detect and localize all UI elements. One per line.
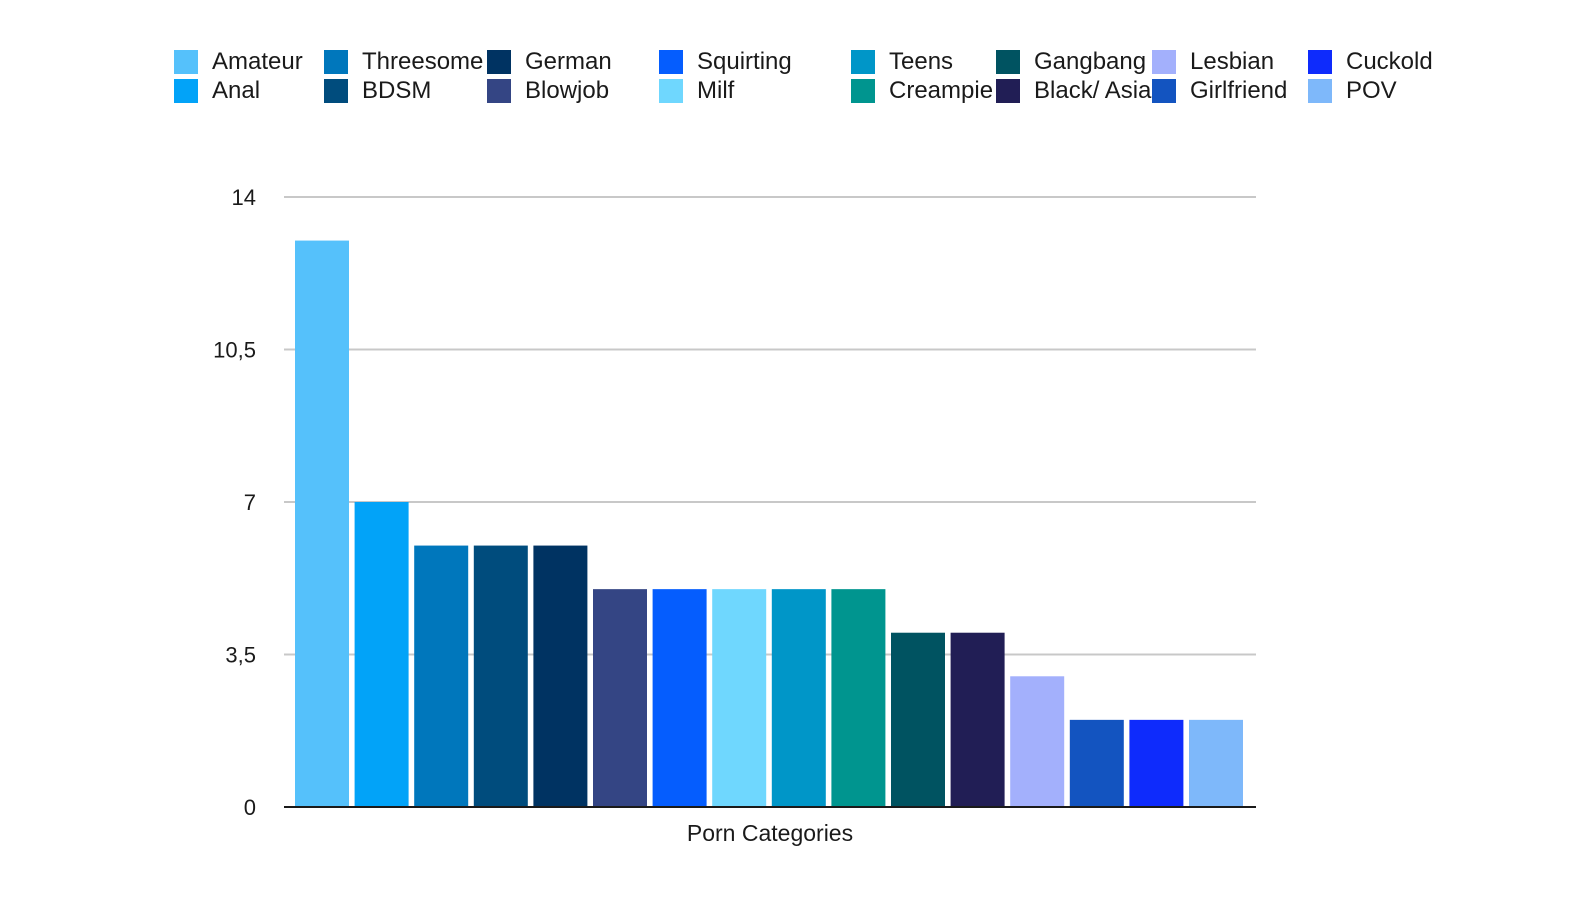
legend-swatch bbox=[851, 79, 875, 103]
legend-swatch bbox=[1152, 79, 1176, 103]
legend-item: Girlfriend bbox=[1152, 77, 1287, 105]
legend-item: Teens bbox=[851, 48, 953, 76]
bar bbox=[1189, 719, 1243, 807]
legend-label: Blowjob bbox=[525, 77, 610, 104]
legend-item: Blowjob bbox=[487, 77, 609, 105]
legend-label: Milf bbox=[697, 77, 735, 104]
legend-swatch bbox=[174, 50, 198, 74]
legend-label: Creampie bbox=[889, 77, 994, 104]
legend-item: Gangbang bbox=[996, 48, 1146, 76]
legend-swatch bbox=[487, 50, 511, 74]
legend-swatch bbox=[324, 50, 348, 74]
y-tick-label: 0 bbox=[244, 795, 256, 820]
y-tick-label: 10,5 bbox=[213, 338, 256, 363]
y-tick-label: 7 bbox=[244, 490, 256, 515]
legend-label: Lesbian bbox=[1190, 48, 1275, 75]
legend-label: German bbox=[525, 48, 612, 75]
bar bbox=[1069, 719, 1124, 807]
x-axis-title: Porn Categories bbox=[687, 820, 853, 846]
bar bbox=[295, 240, 349, 808]
legend-swatch bbox=[996, 50, 1020, 74]
legend-swatch bbox=[1152, 50, 1176, 74]
legend-swatch bbox=[324, 79, 348, 103]
bar bbox=[712, 589, 767, 807]
legend-label: Teens bbox=[889, 48, 954, 75]
bar bbox=[652, 589, 707, 807]
bar bbox=[414, 545, 469, 807]
bar bbox=[593, 589, 647, 807]
legend-label: POV bbox=[1346, 77, 1397, 104]
legend-swatch bbox=[174, 79, 198, 103]
legend-label: Girlfriend bbox=[1190, 77, 1288, 104]
legend-item: Amateur bbox=[174, 48, 303, 76]
legend-label: Black/ Asian bbox=[1034, 77, 1165, 104]
bar bbox=[1010, 676, 1065, 807]
bar bbox=[950, 632, 1005, 807]
legend-label: Amateur bbox=[212, 48, 303, 75]
legend-item: Anal bbox=[174, 77, 260, 105]
legend-item: Threesome bbox=[324, 48, 483, 76]
legend-item: Squirting bbox=[659, 48, 792, 76]
legend-item: POV bbox=[1308, 77, 1397, 105]
chart-legend: Amateur Anal Threesome BDSM German Blowjob Squ… bbox=[174, 48, 1474, 108]
bar bbox=[354, 502, 409, 807]
legend-swatch bbox=[1308, 50, 1332, 74]
legend-item: Black/ Asian bbox=[996, 77, 1165, 105]
y-tick-label: 14 bbox=[232, 185, 256, 210]
legend-swatch bbox=[487, 79, 511, 103]
bar bbox=[771, 589, 826, 807]
legend-swatch bbox=[659, 79, 683, 103]
bar bbox=[533, 545, 588, 807]
legend-label: Gangbang bbox=[1034, 48, 1147, 75]
legend-label: Cuckold bbox=[1346, 48, 1433, 75]
legend-label: Anal bbox=[212, 77, 261, 104]
legend-item: Milf bbox=[659, 77, 734, 105]
legend-swatch bbox=[659, 50, 683, 74]
y-tick-label: 3,5 bbox=[225, 643, 256, 668]
legend-label: Squirting bbox=[697, 48, 792, 75]
legend-item: Creampie bbox=[851, 77, 993, 105]
legend-swatch bbox=[1308, 79, 1332, 103]
legend-label: Threesome bbox=[362, 48, 484, 75]
bar bbox=[473, 545, 528, 807]
legend-item: Lesbian bbox=[1152, 48, 1274, 76]
legend-item: BDSM bbox=[324, 77, 431, 105]
legend-swatch bbox=[996, 79, 1020, 103]
legend-label: BDSM bbox=[362, 77, 432, 104]
legend-item: Cuckold bbox=[1308, 48, 1433, 76]
legend-item: German bbox=[487, 48, 612, 76]
bar bbox=[891, 632, 945, 807]
legend-swatch bbox=[851, 50, 875, 74]
bar bbox=[831, 589, 886, 807]
bar bbox=[1129, 719, 1184, 807]
